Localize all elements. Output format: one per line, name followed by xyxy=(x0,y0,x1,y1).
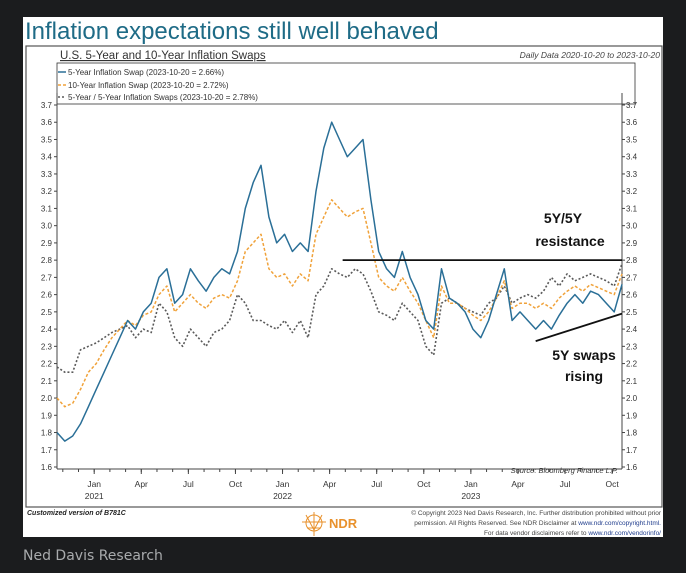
y-tick-label-left: 3.1 xyxy=(41,204,53,213)
x-tick-year-label: 2021 xyxy=(85,491,104,501)
y-tick-label-left: 3.3 xyxy=(41,170,53,179)
legend-label-5y5y: 5-Year / 5-Year Inflation Swaps (2023-10… xyxy=(68,93,258,102)
y-tick-label-left: 2.0 xyxy=(41,394,53,403)
y-tick-label-right: 1.7 xyxy=(626,446,638,455)
x-tick-year-label: 2022 xyxy=(273,491,292,501)
legend: 5-Year Inflation Swap (2023-10-20 = 2.66… xyxy=(58,68,258,102)
y-tick-label-right: 2.9 xyxy=(626,239,638,248)
series-group xyxy=(56,121,623,442)
x-tick-year-label: 2023 xyxy=(461,491,480,501)
axes: 1.6 1.6 1.7 1.7 1.8 1.8 1.9 1.9 2.0 2.0 2.1 2.1 2.2 2… xyxy=(41,93,638,501)
annotation-rising-line1: 5Y swaps xyxy=(552,347,616,363)
y-tick-label-left: 2.6 xyxy=(41,291,53,300)
y-tick-label-right: 2.1 xyxy=(626,377,638,386)
annotation-resistance-line1: 5Y/5Y xyxy=(544,210,583,226)
y-tick-label-right: 2.6 xyxy=(626,291,638,300)
legend-label-5y: 5-Year Inflation Swap (2023-10-20 = 2.66… xyxy=(68,68,224,77)
ndr-logo-icon xyxy=(302,512,326,536)
y-tick-label-left: 2.8 xyxy=(41,256,53,265)
x-tick-label: Apr xyxy=(135,479,148,489)
y-tick-label-left: 2.7 xyxy=(41,273,53,282)
x-tick-label: Jul xyxy=(560,479,571,489)
copyright-line3: For data vendor disclaimers refer to www… xyxy=(484,530,661,537)
annotations: 5Y/5Y resistance 5Y swaps rising xyxy=(342,210,623,384)
y-tick-label-left: 1.8 xyxy=(41,429,53,438)
x-tick-label: Jan xyxy=(87,479,101,489)
x-tick-label: Oct xyxy=(605,479,619,489)
y-tick-label-left: 3.7 xyxy=(41,101,53,110)
x-tick-label: Oct xyxy=(229,479,243,489)
chart-title: U.S. 5-Year and 10-Year Inflation Swaps xyxy=(60,50,266,62)
y-tick-label-right: 3.6 xyxy=(626,118,638,127)
annotation-resistance-line2: resistance xyxy=(535,233,604,249)
y-tick-label-left: 3.5 xyxy=(41,135,53,144)
y-tick-label-right: 3.0 xyxy=(626,222,638,231)
y-tick-label-right: 3.7 xyxy=(626,101,638,110)
y-tick-label-right: 1.6 xyxy=(626,463,638,472)
y-tick-label-right: 3.5 xyxy=(626,135,638,144)
ndr-logo: NDR xyxy=(302,512,358,536)
y-tick-label-right: 3.3 xyxy=(626,170,638,179)
series-5y5y-inflation-swap xyxy=(56,263,623,373)
y-tick-label-left: 3.4 xyxy=(41,153,53,162)
image-caption: Ned Davis Research xyxy=(23,548,163,564)
copyright-line2: permission. All Rights Reserved. See NDR… xyxy=(414,520,661,527)
vendor-info-link[interactable]: www.ndr.com/vendorinfo/ xyxy=(587,530,661,537)
copyright-link[interactable]: www.ndr.com/copyright.html. xyxy=(577,520,661,527)
y-tick-label-left: 2.2 xyxy=(41,360,53,369)
y-tick-label-left: 2.1 xyxy=(41,377,53,386)
legend-label-10y: 10-Year Inflation Swap (2023-10-20 = 2.7… xyxy=(68,81,229,90)
ndr-logo-text: NDR xyxy=(329,516,358,531)
page-title: Inflation expectations still well behave… xyxy=(25,18,439,45)
y-tick-label-left: 2.4 xyxy=(41,325,53,334)
y-tick-label-right: 3.2 xyxy=(626,187,638,196)
y-tick-label-left: 1.7 xyxy=(41,446,53,455)
copyright-line3-text: For data vendor disclaimers refer to xyxy=(484,530,587,537)
series-5y-inflation-swap xyxy=(56,121,623,442)
rising-trend-line xyxy=(535,312,623,343)
copyright-line2-text: permission. All Rights Reserved. See NDR… xyxy=(414,520,576,527)
chart-subtitle: Daily Data 2020-10-20 to 2023-10-20 xyxy=(520,50,661,60)
y-tick-label-left: 3.6 xyxy=(41,118,53,127)
y-tick-label-right: 2.7 xyxy=(626,273,638,282)
y-tick-label-left: 2.3 xyxy=(41,342,53,351)
y-tick-label-right: 3.1 xyxy=(626,204,638,213)
version-note: Customized version of B781C xyxy=(27,510,127,517)
x-tick-label: Jul xyxy=(371,479,382,489)
y-tick-label-left: 2.5 xyxy=(41,308,53,317)
x-tick-label: Jan xyxy=(276,479,290,489)
y-tick-label-right: 2.5 xyxy=(626,308,638,317)
y-tick-label-left: 1.9 xyxy=(41,411,53,420)
y-tick-label-left: 2.9 xyxy=(41,239,53,248)
y-tick-label-right: 2.3 xyxy=(626,342,638,351)
y-tick-label-right: 2.2 xyxy=(626,360,638,369)
x-tick-label: Jul xyxy=(183,479,194,489)
x-tick-label: Jan xyxy=(464,479,478,489)
y-tick-label-right: 2.0 xyxy=(626,394,638,403)
y-tick-label-right: 2.8 xyxy=(626,256,638,265)
y-tick-label-left: 3.0 xyxy=(41,222,53,231)
y-tick-label-right: 2.4 xyxy=(626,325,638,334)
x-tick-label: Apr xyxy=(511,479,524,489)
source-note: Source: Bloomberg Finance L.P. xyxy=(511,466,618,475)
annotation-rising-line2: rising xyxy=(565,368,603,384)
y-tick-label-right: 3.4 xyxy=(626,153,638,162)
y-tick-label-left: 1.6 xyxy=(41,463,53,472)
y-tick-label-right: 1.9 xyxy=(626,411,638,420)
x-tick-label: Oct xyxy=(417,479,431,489)
copyright-line1: © Copyright 2023 Ned Davis Research, Inc… xyxy=(411,509,662,517)
x-tick-label: Apr xyxy=(323,479,336,489)
legend-box xyxy=(56,62,636,105)
y-tick-label-right: 1.8 xyxy=(626,429,638,438)
chart-frame xyxy=(25,45,663,508)
y-tick-label-left: 3.2 xyxy=(41,187,53,196)
series-10y-inflation-swap xyxy=(56,199,623,408)
